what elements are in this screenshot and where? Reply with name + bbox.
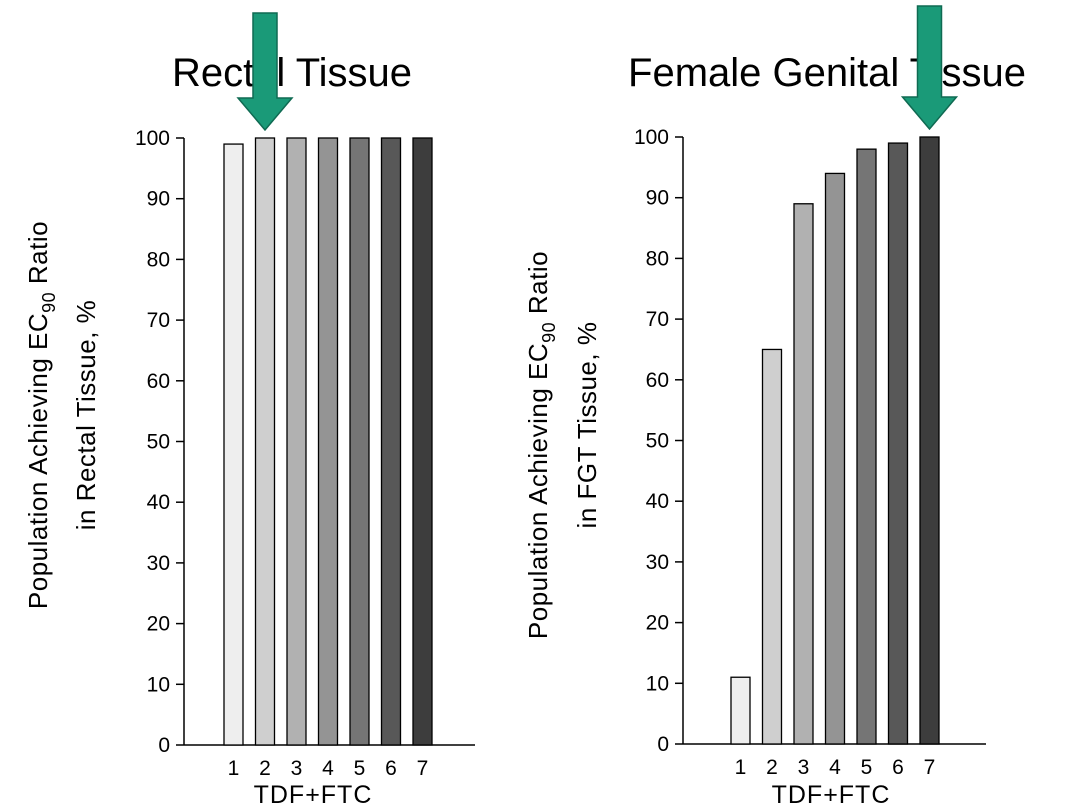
x-tick-label: 1 <box>735 756 747 779</box>
y-tick-label: 100 <box>634 126 669 149</box>
x-tick-label: 6 <box>385 757 397 780</box>
y-tick-label: 10 <box>147 673 170 696</box>
x-tick-label: 7 <box>924 756 936 779</box>
y-tick-label: 60 <box>147 370 170 393</box>
arrows-layer <box>236 5 959 132</box>
bar <box>254 137 276 746</box>
x-tick-label: 1 <box>228 757 240 780</box>
y-tick-label: 90 <box>646 187 669 210</box>
y-tick-label: 40 <box>646 490 669 513</box>
y-tick-label: 30 <box>646 551 669 574</box>
bar <box>919 136 940 745</box>
y-tick-label: 0 <box>657 733 669 756</box>
y-tick-label: 80 <box>147 248 170 271</box>
y-tick-label: 20 <box>646 612 669 635</box>
y-tick-label: 30 <box>147 552 170 575</box>
x-tick-label: 3 <box>798 756 810 779</box>
y-axis-label-line2-wrap: in FGT Tissue, % <box>572 322 602 529</box>
y-tick-label: 70 <box>646 308 669 331</box>
x-tick-label: 6 <box>892 756 904 779</box>
y-tick-label: 90 <box>147 188 170 211</box>
y-axis-label-line2: in Rectal Tissue, % <box>71 300 101 531</box>
bar <box>793 203 814 745</box>
chart-title: Female Genital Tissue <box>628 51 1026 95</box>
y-tick-label: 70 <box>147 309 170 332</box>
bar <box>824 172 846 745</box>
y-tick-label: 80 <box>646 247 669 270</box>
bar <box>317 137 339 746</box>
y-tick-label: 60 <box>646 369 669 392</box>
y-axis-label-line1: Population Achieving EC90 Ratio <box>23 221 59 609</box>
y-tick-label: 20 <box>147 613 170 636</box>
x-tick-label: 5 <box>354 757 366 780</box>
y-axis-label: Population Achieving EC90 Ratio <box>523 251 559 639</box>
y-axis-label-line1: Population Achieving EC90 Ratio <box>523 251 559 639</box>
y-tick-label: 100 <box>135 127 170 150</box>
bar <box>286 137 307 746</box>
x-tick-label: 2 <box>259 757 271 780</box>
x-tick-label: 4 <box>322 757 334 780</box>
x-axis-label: TDF+FTC <box>254 781 373 808</box>
plot-area: 0 10 20 30 40 50 60 70 80 90 100 1 2 3 4 5 6 7 <box>135 127 475 780</box>
down-arrow-icon <box>236 12 294 132</box>
bar <box>223 143 244 746</box>
y-axis-label-line2: in FGT Tissue, % <box>572 322 602 529</box>
x-axis-label: TDF+FTC <box>772 781 891 808</box>
y-axis-label-line2-wrap: in Rectal Tissue, % <box>71 300 101 531</box>
bar <box>761 348 783 745</box>
bar <box>887 142 909 745</box>
bar <box>349 137 370 746</box>
down-arrow-icon <box>900 5 959 131</box>
y-tick-label: 50 <box>646 430 669 453</box>
plot-area: 0 10 20 30 40 50 60 70 80 90 100 1 2 3 4 5 6 7 <box>634 126 986 779</box>
y-axis-label: Population Achieving EC90 Ratio <box>23 221 59 609</box>
x-tick-label: 4 <box>829 756 841 779</box>
x-tick-label: 7 <box>417 757 429 780</box>
bar <box>856 148 877 745</box>
x-tick-label: 5 <box>861 756 873 779</box>
fgt-chart: Female Genital Tissue Population Achievi… <box>523 51 1026 808</box>
y-tick-label: 0 <box>158 734 170 757</box>
chart-title: Rectal Tissue <box>172 51 412 95</box>
rectal-chart: Rectal Tissue Population Achieving EC90 … <box>23 51 475 808</box>
y-tick-label: 40 <box>147 491 170 514</box>
bar <box>412 137 433 746</box>
x-tick-label: 2 <box>766 756 778 779</box>
bar <box>380 137 402 746</box>
x-tick-label: 3 <box>291 757 303 780</box>
y-tick-label: 10 <box>646 672 669 695</box>
y-tick-label: 50 <box>147 431 170 454</box>
bar <box>730 676 751 745</box>
